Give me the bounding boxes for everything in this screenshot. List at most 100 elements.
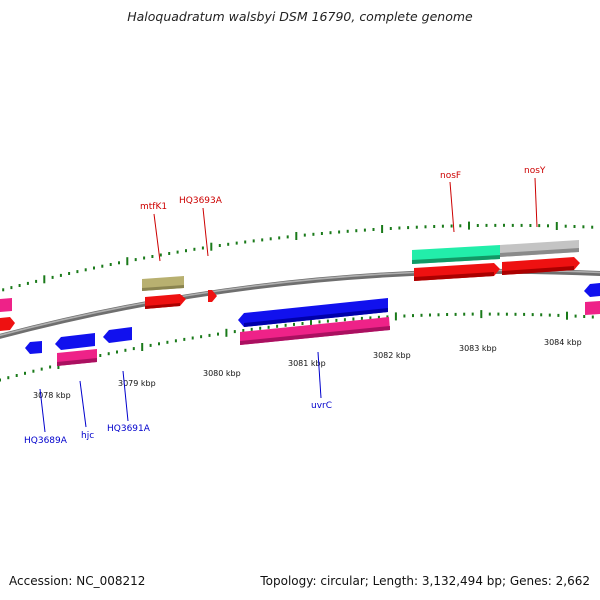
minor-tick <box>168 252 171 255</box>
minor-tick <box>250 327 253 331</box>
minor-tick <box>174 339 177 343</box>
minor-tick <box>511 223 514 227</box>
minor-tick <box>446 313 449 316</box>
minor-tick <box>420 313 423 317</box>
minor-tick <box>259 326 262 330</box>
minor-tick <box>252 239 255 243</box>
major-tick <box>394 312 397 321</box>
minor-tick <box>0 378 1 382</box>
minor-tick <box>159 253 162 257</box>
minor-tick <box>35 279 38 283</box>
gene-red-mtfk1[interactable] <box>145 294 186 309</box>
minor-tick <box>583 315 586 318</box>
minor-tick <box>476 224 479 227</box>
minor-tick <box>116 350 118 354</box>
gene-red-left-edge[interactable] <box>0 317 15 331</box>
gene-pink-left-edge[interactable] <box>0 298 12 312</box>
minor-tick <box>497 312 500 316</box>
minor-tick <box>591 315 594 319</box>
scale-label-3079: 3079 kbp <box>118 379 156 388</box>
minor-tick <box>208 333 211 337</box>
minor-tick <box>51 275 54 279</box>
minor-tick <box>32 369 35 373</box>
major-tick <box>381 225 384 233</box>
scale-label-3082: 3082 kbp <box>373 351 411 360</box>
gene-khaki-1[interactable] <box>142 276 184 291</box>
minor-tick <box>15 374 18 377</box>
minor-tick <box>454 312 457 316</box>
gene-pink-right-edge[interactable] <box>585 301 600 315</box>
gene-blue-hq3691a[interactable] <box>103 327 132 343</box>
minor-tick <box>398 226 401 230</box>
gene-grey-nosy[interactable] <box>500 240 579 257</box>
gene-label-uvrc: uvrC <box>311 401 332 411</box>
minor-tick <box>433 225 436 228</box>
minor-tick <box>107 352 110 356</box>
gene-label-nosf: nosF <box>440 171 461 181</box>
minor-tick <box>278 236 281 240</box>
minor-tick <box>293 322 295 326</box>
minor-tick <box>301 322 304 325</box>
gene-label-hq3689a: HQ3689A <box>24 436 68 446</box>
gene-label-mtfk1: mtfK1 <box>140 202 167 212</box>
minor-tick <box>459 224 462 228</box>
minor-tick <box>523 312 526 316</box>
gene-pink-uvrc[interactable] <box>240 317 390 345</box>
scale-label-3080: 3080 kbp <box>203 369 241 378</box>
minor-tick <box>269 237 272 241</box>
minor-tick <box>346 229 349 233</box>
minor-tick <box>303 233 306 237</box>
minor-tick <box>369 316 372 320</box>
minor-tick <box>193 247 196 251</box>
gene-red-nosf-cds[interactable] <box>414 263 500 281</box>
minor-tick <box>343 318 346 322</box>
major-tick <box>310 318 312 327</box>
minor-tick <box>242 329 245 332</box>
gene-blue-hq3689a[interactable] <box>25 341 42 354</box>
gene-blue-hjc[interactable] <box>55 333 95 350</box>
minor-tick <box>407 226 410 230</box>
genome-summary-text: Topology: circular; Length: 3,132,494 bp… <box>260 574 590 588</box>
minor-tick <box>217 332 219 336</box>
gene-red-hq3693a[interactable] <box>208 290 217 302</box>
minor-tick <box>318 320 321 324</box>
major-tick <box>126 257 129 266</box>
minor-tick <box>158 342 160 346</box>
gene-pink-hjc[interactable] <box>57 349 97 366</box>
minor-tick <box>415 225 418 229</box>
minor-tick <box>582 225 585 229</box>
minor-tick <box>494 223 497 227</box>
gene-teal-nosf[interactable] <box>412 245 500 264</box>
gene-blue-right-edge[interactable] <box>584 283 600 297</box>
gene-label-hq3691a: HQ3691A <box>107 424 151 434</box>
map-title: Haloquadratum walsbyi DSM 16790, complet… <box>127 9 473 24</box>
gene-red-nosy-cds[interactable] <box>502 257 580 275</box>
minor-tick <box>200 335 203 339</box>
minor-tick <box>441 224 444 228</box>
gene-label-nosy: nosY <box>524 166 546 176</box>
minor-tick <box>286 235 289 239</box>
minor-tick <box>352 317 355 321</box>
major-tick <box>210 242 213 251</box>
minor-tick <box>183 337 186 341</box>
major-tick <box>295 232 298 240</box>
minor-tick <box>176 250 179 254</box>
major-tick <box>43 275 46 284</box>
minor-tick <box>372 228 375 231</box>
minor-tick <box>18 284 21 287</box>
minor-tick <box>76 270 79 274</box>
minor-tick <box>412 314 414 318</box>
minor-tick <box>360 316 363 320</box>
minor-tick <box>574 314 577 318</box>
minor-tick <box>235 241 238 245</box>
minor-tick <box>10 286 13 290</box>
minor-tick <box>437 313 440 317</box>
minor-tick <box>124 348 127 352</box>
minor-tick <box>201 246 204 250</box>
minor-tick <box>233 330 236 334</box>
minor-tick <box>244 240 247 244</box>
minor-tick <box>488 312 491 316</box>
minor-tick <box>363 228 366 232</box>
gene-blue-uvrc[interactable] <box>238 298 388 327</box>
minor-tick <box>218 244 221 247</box>
